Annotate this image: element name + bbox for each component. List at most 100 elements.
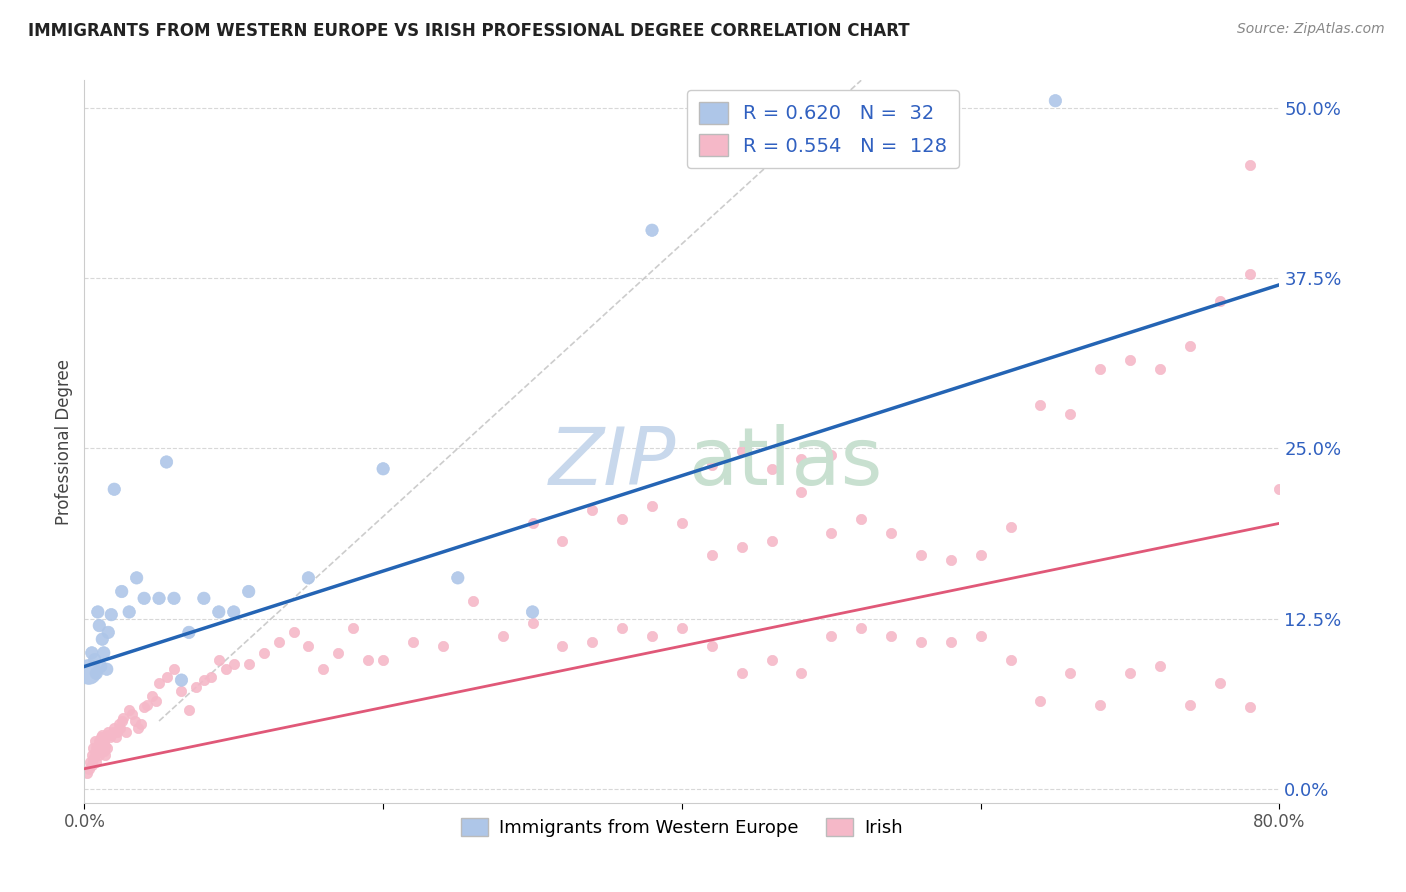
Point — [432, 639, 454, 653]
Point — [127, 721, 149, 735]
Point — [1209, 294, 1232, 309]
Point — [86, 666, 108, 681]
Point — [492, 630, 515, 644]
Point — [790, 485, 813, 500]
Point — [77, 762, 100, 776]
Point — [731, 444, 754, 458]
Point — [851, 512, 873, 526]
Point — [177, 625, 200, 640]
Point — [522, 516, 544, 531]
Point — [118, 703, 141, 717]
Point — [132, 700, 156, 714]
Point — [89, 748, 111, 763]
Point — [297, 639, 319, 653]
Point — [104, 731, 127, 745]
Point — [1029, 693, 1052, 707]
Point — [200, 670, 222, 684]
Point — [101, 725, 124, 739]
Point — [80, 757, 103, 772]
Point — [761, 462, 783, 476]
Point — [77, 665, 100, 679]
Point — [76, 765, 98, 780]
Point — [1149, 362, 1171, 376]
Point — [1209, 676, 1232, 690]
Point — [94, 739, 117, 753]
Point — [1045, 94, 1067, 108]
Point — [141, 690, 163, 704]
Point — [820, 525, 842, 540]
Point — [342, 621, 364, 635]
Point — [551, 534, 574, 549]
Point — [731, 666, 754, 681]
Point — [82, 741, 104, 756]
Point — [90, 659, 112, 673]
Point — [90, 739, 112, 753]
Point — [83, 748, 105, 763]
Point — [1119, 352, 1142, 367]
Point — [148, 676, 170, 690]
Point — [312, 662, 335, 676]
Point — [328, 646, 350, 660]
Point — [1239, 158, 1261, 172]
Point — [970, 548, 993, 562]
Point — [790, 452, 813, 467]
Point — [163, 662, 186, 676]
Point — [186, 680, 208, 694]
Point — [551, 639, 574, 653]
Point — [105, 725, 128, 739]
Point — [581, 635, 603, 649]
Point — [880, 525, 903, 540]
Text: atlas: atlas — [688, 425, 882, 502]
Point — [215, 662, 238, 676]
Point — [970, 630, 993, 644]
Point — [222, 605, 245, 619]
Point — [790, 666, 813, 681]
Point — [83, 653, 105, 667]
Point — [87, 744, 110, 758]
Point — [121, 707, 143, 722]
Point — [193, 673, 215, 687]
Point — [1149, 659, 1171, 673]
Point — [93, 734, 115, 748]
Point — [222, 657, 245, 671]
Point — [1239, 267, 1261, 281]
Point — [115, 725, 138, 739]
Point — [1239, 700, 1261, 714]
Point — [125, 571, 148, 585]
Point — [83, 734, 105, 748]
Point — [700, 548, 723, 562]
Point — [124, 714, 146, 728]
Point — [373, 653, 395, 667]
Point — [671, 621, 693, 635]
Point — [297, 571, 319, 585]
Point — [145, 693, 167, 707]
Text: Source: ZipAtlas.com: Source: ZipAtlas.com — [1237, 22, 1385, 37]
Point — [103, 721, 125, 735]
Point — [910, 635, 932, 649]
Point — [91, 728, 114, 742]
Point — [1178, 339, 1201, 353]
Point — [87, 605, 110, 619]
Point — [641, 223, 664, 237]
Point — [110, 721, 132, 735]
Point — [851, 621, 873, 635]
Point — [118, 605, 141, 619]
Point — [89, 734, 111, 748]
Point — [103, 482, 125, 496]
Point — [80, 646, 103, 660]
Point — [86, 755, 108, 769]
Point — [939, 635, 962, 649]
Point — [1000, 520, 1022, 534]
Point — [820, 630, 842, 644]
Point — [111, 584, 134, 599]
Point — [177, 703, 200, 717]
Point — [1090, 698, 1112, 712]
Point — [283, 625, 305, 640]
Point — [163, 591, 186, 606]
Point — [193, 591, 215, 606]
Point — [87, 739, 110, 753]
Point — [253, 646, 276, 660]
Point — [461, 594, 484, 608]
Point — [208, 605, 231, 619]
Point — [641, 630, 664, 644]
